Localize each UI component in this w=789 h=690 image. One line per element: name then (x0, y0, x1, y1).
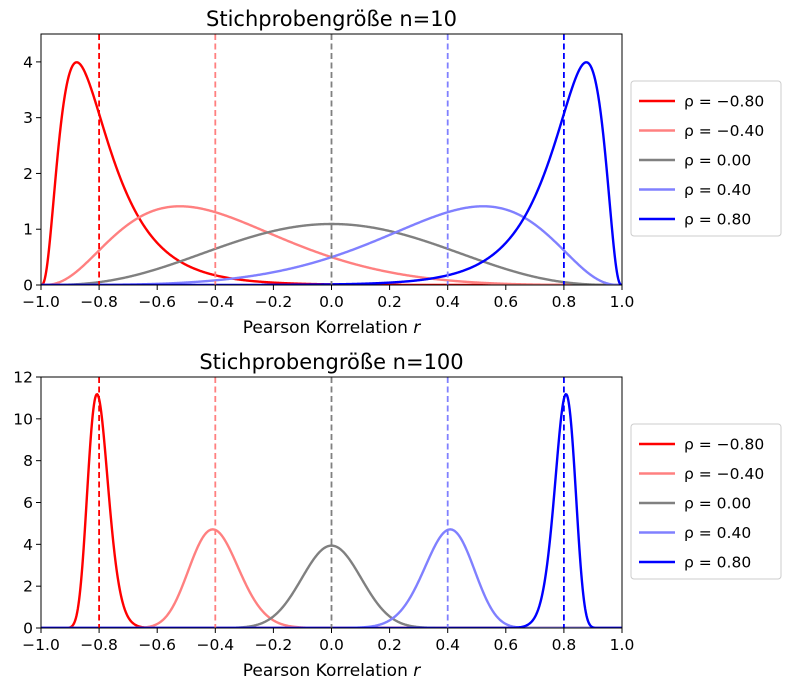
density-curve-2 (41, 222, 622, 285)
x-axis-label: Pearson Korrelation r (243, 661, 422, 681)
density-curve-2 (41, 544, 622, 628)
x-tick-label: 1.0 (610, 636, 635, 654)
legend-label-0: ρ = −0.80 (684, 436, 764, 454)
x-tick-label: −0.6 (138, 636, 176, 654)
legend-label-3: ρ = 0.40 (684, 181, 751, 199)
chart-title: Stichprobengröße n=100 (199, 350, 463, 374)
y-tick-label: 2 (23, 578, 33, 596)
y-tick-label: 12 (13, 369, 33, 387)
x-tick-label: 0.4 (435, 293, 460, 311)
legend-label-3: ρ = 0.40 (684, 524, 751, 542)
x-tick-label: −1.0 (22, 293, 60, 311)
legend-label-0: ρ = −0.80 (684, 93, 764, 111)
y-tick-label: 6 (23, 494, 33, 512)
chart-panel-2: Stichprobengröße n=100 −1.0 −0.8 −0.6 −0.4 −0… (13, 350, 782, 681)
x-axis-label: Pearson Korrelation r (243, 318, 422, 338)
legend: ρ = −0.80 ρ = −0.40 ρ = 0.00 ρ = 0.40 ρ = 0.… (630, 423, 782, 580)
legend: ρ = −0.80 ρ = −0.40 ρ = 0.00 ρ = 0.40 ρ = 0.… (630, 80, 782, 237)
chart-title: Stichprobengröße n=10 (206, 7, 457, 31)
y-tick-label: 2 (23, 165, 33, 183)
x-tick-label: 0.0 (319, 293, 344, 311)
legend-box (630, 80, 782, 237)
legend-box (630, 423, 782, 580)
x-tick-label: 0.2 (377, 293, 402, 311)
y-tick-label: 4 (23, 536, 33, 554)
y-tick-label: 8 (23, 452, 33, 470)
x-tick-label: 0.0 (319, 636, 344, 654)
x-tick-label: 0.8 (552, 636, 577, 654)
x-tick-label: 0.6 (493, 636, 518, 654)
y-tick-label: 3 (23, 109, 33, 127)
x-tick-label: −1.0 (22, 636, 60, 654)
density-curve-0 (41, 392, 622, 628)
y-tick-label: 1 (23, 221, 33, 239)
chart-panel-1: Stichprobengröße n=10 −1.0 −0.8 −0.6 −0.4 −0.… (22, 7, 782, 338)
x-tick-label: −0.6 (138, 293, 176, 311)
x-tick-label: −0.4 (196, 636, 234, 654)
x-tick-label: −0.8 (80, 293, 118, 311)
density-curve-4 (41, 392, 622, 628)
y-tick-label: 0 (23, 277, 33, 295)
legend-label-4: ρ = 0.80 (684, 554, 751, 572)
x-tick-label: 0.4 (435, 636, 460, 654)
x-tick-label: −0.4 (196, 293, 234, 311)
x-tick-label: 0.2 (377, 636, 402, 654)
x-tick-label: 0.6 (493, 293, 518, 311)
y-tick-label: 4 (23, 53, 33, 71)
x-tick-label: 1.0 (610, 293, 635, 311)
legend-label-2: ρ = 0.00 (684, 495, 751, 513)
legend-label-4: ρ = 0.80 (684, 211, 751, 229)
y-tick-label: 10 (13, 410, 33, 428)
x-tick-label: 0.8 (552, 293, 577, 311)
legend-label-2: ρ = 0.00 (684, 152, 751, 170)
legend-label-1: ρ = −0.40 (684, 465, 764, 483)
x-tick-label: −0.8 (80, 636, 118, 654)
y-tick-label: 0 (23, 620, 33, 638)
x-tick-label: −0.2 (255, 636, 293, 654)
legend-label-1: ρ = −0.40 (684, 122, 764, 140)
x-tick-label: −0.2 (255, 293, 293, 311)
